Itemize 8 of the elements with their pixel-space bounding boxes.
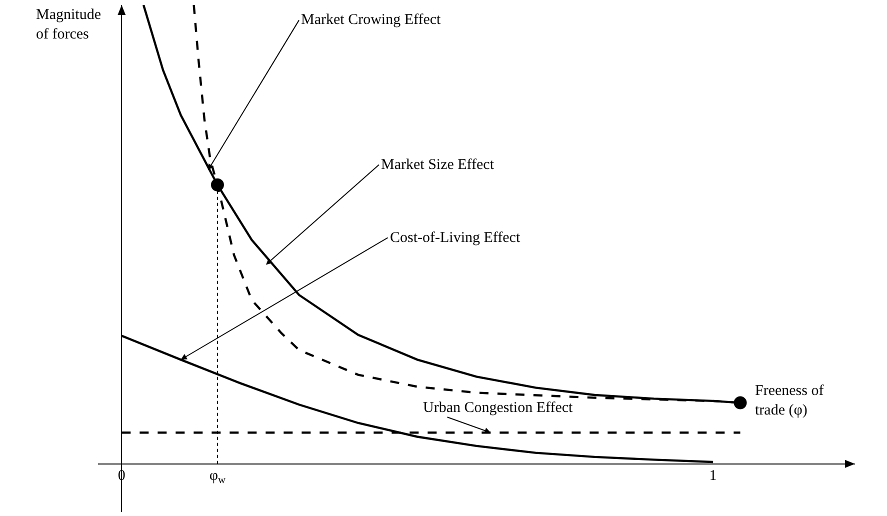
x-tick-label: 1	[709, 468, 717, 484]
annotation: Cost-of-Living Effect	[390, 230, 521, 246]
annotation: Market Crowing Effect	[301, 12, 442, 28]
x-axis-title: Freeness of trade (φ)	[755, 383, 824, 418]
annotation: Market Size Effect	[381, 157, 495, 173]
y-axis-title: Magnitude of forces	[36, 7, 102, 42]
annotation: Urban Congestion Effect	[423, 400, 574, 416]
x-tick-label: φ$_{w}$	[209, 468, 226, 486]
